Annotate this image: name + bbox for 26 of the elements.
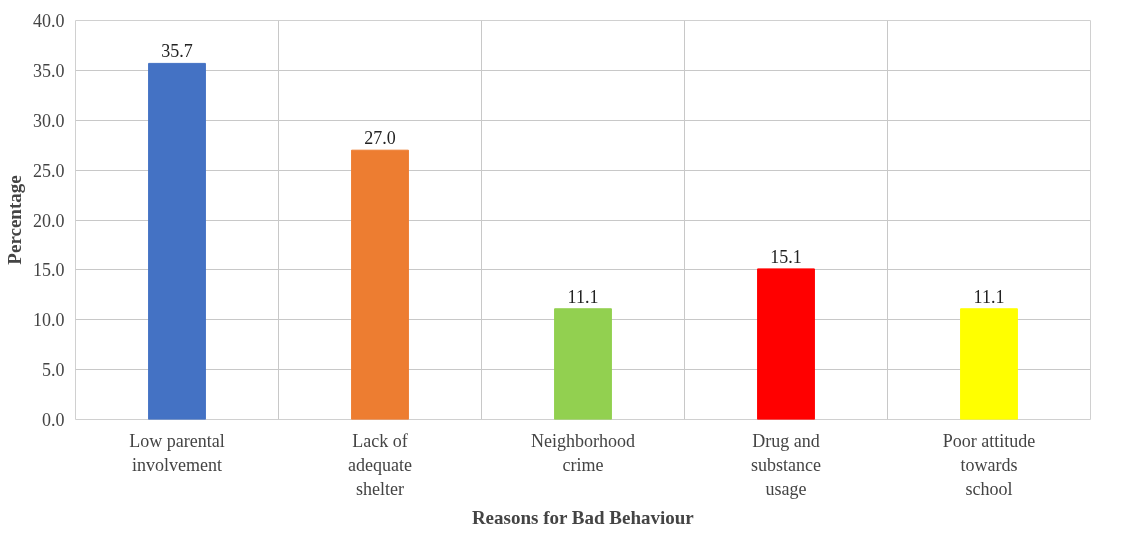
bar — [351, 149, 409, 420]
y-tick-label: 40.0 — [33, 11, 65, 31]
y-axis-title: Percentage — [4, 175, 25, 265]
y-tick-label: 10.0 — [33, 310, 65, 331]
y-tick-label: 25.0 — [33, 160, 65, 181]
y-tick-label: 35.0 — [33, 60, 65, 81]
x-tick-label: Neighborhood crime — [531, 430, 635, 475]
data-label: 11.1 — [973, 286, 1005, 307]
bar — [757, 268, 815, 420]
data-label: 27.0 — [364, 128, 396, 149]
x-axis-title: Reasons for Bad Behaviour — [471, 506, 695, 528]
data-label: 35.7 — [161, 41, 193, 62]
bar — [554, 308, 612, 420]
y-tick-label: 5.0 — [42, 360, 65, 381]
bar — [148, 62, 206, 420]
data-label: 15.1 — [770, 246, 802, 267]
y-tick-label: 0.0 — [42, 410, 65, 430]
y-tick-label: 30.0 — [33, 110, 65, 131]
bar — [960, 308, 1018, 420]
x-tick-label: Lack of adequate shelter — [348, 430, 412, 499]
y-tick-label: 20.0 — [33, 210, 65, 231]
x-tick-label: Drug and substance usage — [751, 430, 821, 499]
y-tick-label: 15.0 — [33, 260, 65, 281]
data-label: 11.1 — [567, 286, 599, 307]
x-tick-label: Low parental involvement — [129, 430, 225, 475]
x-tick-label: Poor attitude towards school — [942, 430, 1036, 499]
